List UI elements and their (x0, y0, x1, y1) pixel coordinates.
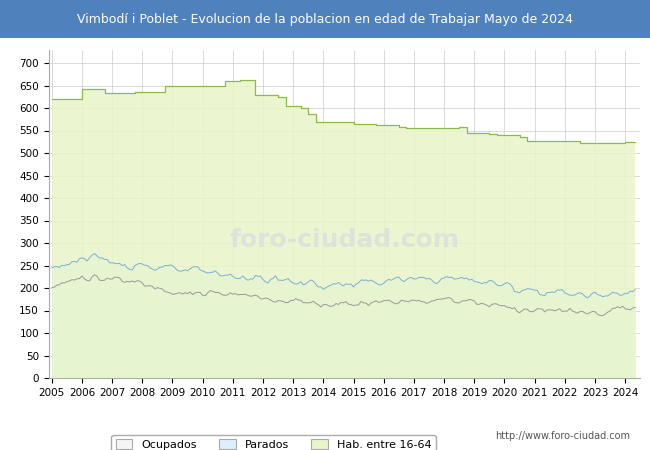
Text: Vimbodí i Poblet - Evolucion de la poblacion en edad de Trabajar Mayo de 2024: Vimbodí i Poblet - Evolucion de la pobla… (77, 13, 573, 26)
Text: foro-ciudad.com: foro-ciudad.com (229, 228, 460, 252)
Legend: Ocupados, Parados, Hab. entre 16-64: Ocupados, Parados, Hab. entre 16-64 (111, 435, 436, 450)
Text: http://www.foro-ciudad.com: http://www.foro-ciudad.com (495, 431, 630, 441)
